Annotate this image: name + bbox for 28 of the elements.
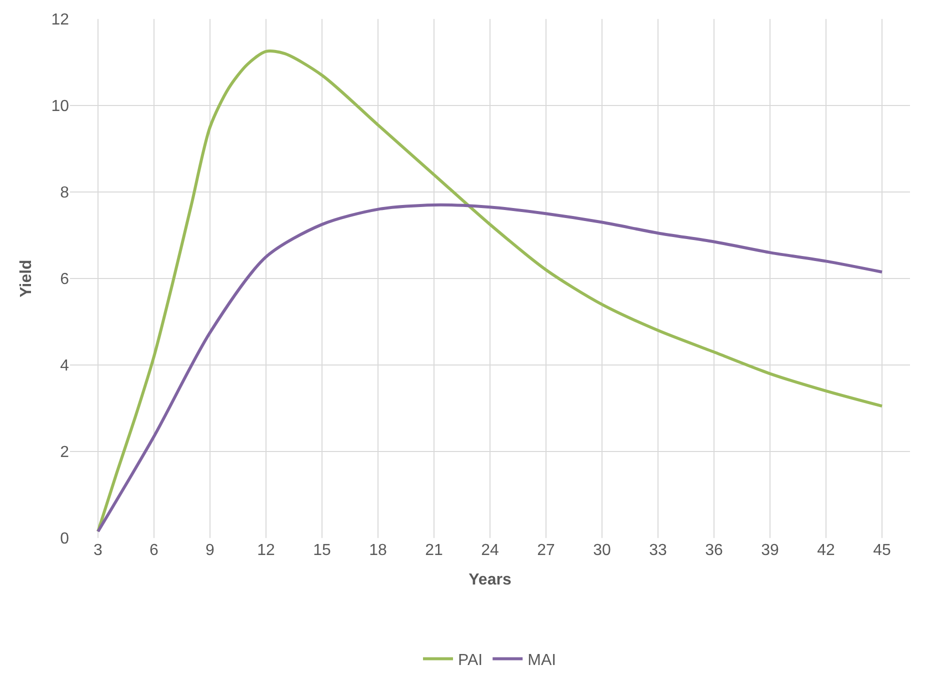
x-tick-label: 27: [537, 542, 555, 559]
x-tick-label: 39: [761, 542, 779, 559]
x-tick-label: 24: [481, 542, 499, 559]
y-tick-label: 6: [60, 271, 70, 288]
y-tick-label: 10: [51, 98, 70, 116]
x-tick-label: 3: [94, 542, 103, 559]
legend-label: MAI: [528, 652, 556, 669]
y-tick-label: 4: [60, 358, 70, 375]
x-tick-label: 6: [150, 542, 159, 559]
line-series: [96, 203, 884, 534]
x-tick-label: 12: [257, 542, 275, 559]
y-tick-label: 8: [60, 184, 70, 202]
y-tick-label: 2: [60, 444, 70, 462]
x-tick-label: 30: [593, 542, 611, 559]
x-axis-title: Years: [468, 572, 512, 589]
x-tick-label: 15: [313, 542, 331, 559]
x-tick-label: 33: [649, 542, 667, 559]
y-tick-label: 12: [51, 12, 70, 29]
legend-label: PAI: [458, 652, 483, 669]
x-tick-label: 42: [817, 542, 835, 559]
x-tick-label: 45: [873, 542, 891, 559]
x-tick-label: 36: [705, 542, 723, 559]
y-axis-title: Yield: [18, 260, 36, 298]
line-series: [96, 50, 884, 534]
y-tick-label: 0: [60, 530, 70, 548]
x-tick-label: 18: [369, 542, 387, 559]
x-tick-label: 9: [206, 542, 215, 559]
x-tick-label: 21: [425, 542, 443, 559]
